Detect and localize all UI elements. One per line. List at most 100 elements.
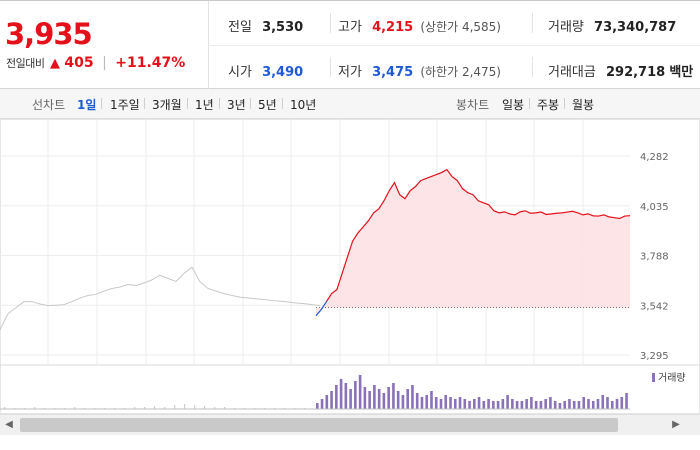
volume-bar xyxy=(596,399,600,409)
column-divider xyxy=(532,13,533,33)
volume-bar xyxy=(549,397,552,409)
period-5year-button[interactable]: 5년 xyxy=(258,98,277,112)
high-cell: 고가 4,215 (상한가 4,585) xyxy=(338,16,501,35)
volume-bar xyxy=(553,401,557,409)
line-chart-title: 선차트 xyxy=(32,98,66,112)
toolbar-separator xyxy=(219,98,220,109)
y-tick-label: 4,035 xyxy=(640,202,669,213)
volume-bar xyxy=(601,395,605,409)
volume-bar xyxy=(620,397,624,409)
volume-bar xyxy=(368,391,371,409)
volume-bar xyxy=(525,399,528,409)
volume-bar xyxy=(415,393,419,409)
volume-bar xyxy=(520,401,524,409)
toolbar-separator xyxy=(282,98,283,109)
price-line-up-segment xyxy=(325,168,631,302)
volume-bar xyxy=(406,389,409,409)
volume-bar xyxy=(463,399,467,409)
volume-bar xyxy=(316,403,319,409)
intraday-price-chart: 4,282 4,035 3,788 3,542 3,295 거래량 xyxy=(0,119,700,414)
toolbar-separator xyxy=(564,98,565,109)
volume-bar xyxy=(449,397,452,409)
low-value: 3,475 xyxy=(372,65,414,80)
volume-bar xyxy=(568,399,571,409)
chart-scrollbar[interactable]: ◀ ▶ xyxy=(0,414,700,435)
current-price-box: 3,935 전일대비 ▲ 405 | +11.47% xyxy=(0,1,209,89)
volume-bar xyxy=(396,391,400,409)
prev-close-label: 전일 xyxy=(228,20,252,35)
y-tick-label: 4,282 xyxy=(640,152,669,163)
scroll-thumb[interactable] xyxy=(20,418,618,432)
upper-limit-note: (상한가 4,585) xyxy=(420,20,501,34)
volume-bar xyxy=(572,401,576,409)
high-label: 고가 xyxy=(338,20,362,35)
volume-bar-prev xyxy=(34,407,36,409)
y-tick-label: 3,295 xyxy=(640,351,669,362)
trade-amount-label: 거래대금 xyxy=(548,65,596,80)
y-tick-label: 3,788 xyxy=(640,252,669,263)
scroll-left-icon[interactable]: ◀ xyxy=(5,419,13,430)
period-3month-button[interactable]: 3개월 xyxy=(152,98,182,112)
volume-bar xyxy=(444,395,448,409)
volume-bar xyxy=(453,399,457,409)
volume-bar xyxy=(330,391,333,409)
volume-cell: 거래량 73,340,787 xyxy=(548,16,676,35)
quote-summary: 3,935 전일대비 ▲ 405 | +11.47% 전일 3,530 시가 3… xyxy=(0,0,700,89)
open-label: 시가 xyxy=(228,65,252,80)
open-value: 3,490 xyxy=(262,65,304,80)
trade-amount-cell: 거래대금 292,718 백만 xyxy=(548,61,693,80)
prev-day-price-line xyxy=(0,266,321,331)
volume-bar xyxy=(539,401,543,409)
volume-bar xyxy=(487,399,490,409)
open-cell: 시가 3,490 xyxy=(228,61,303,80)
volume-bar xyxy=(344,383,348,409)
up-arrow-icon: ▲ xyxy=(49,56,60,71)
toolbar-separator xyxy=(529,98,530,109)
volume-bar xyxy=(339,379,343,409)
volume-bar xyxy=(377,389,381,409)
period-3year-button[interactable]: 3년 xyxy=(227,98,246,112)
candle-monthly-button[interactable]: 월봉 xyxy=(572,98,595,112)
volume-bar xyxy=(387,387,390,409)
candle-weekly-button[interactable]: 주봉 xyxy=(537,98,560,112)
volume-bar xyxy=(530,397,533,409)
candle-chart-title: 봉차트 xyxy=(456,98,490,112)
y-tick-label: 3,542 xyxy=(640,301,669,312)
period-10year-button[interactable]: 10년 xyxy=(290,98,317,112)
volume-legend-label: 거래량 xyxy=(658,372,686,384)
volume-bar xyxy=(501,399,505,409)
volume-bar xyxy=(615,399,619,409)
volume-bar xyxy=(625,393,628,409)
volume-bar-prev xyxy=(224,407,226,409)
volume-bar xyxy=(610,401,614,409)
volume-bar xyxy=(563,401,566,409)
volume-bar xyxy=(335,385,338,409)
scroll-right-icon[interactable]: ▶ xyxy=(672,419,680,430)
volume-bar xyxy=(492,401,495,409)
toolbar-separator xyxy=(101,98,102,109)
volume-bar xyxy=(358,375,362,409)
period-1week-button[interactable]: 1주일 xyxy=(110,98,140,112)
period-1day-button[interactable]: 1일 xyxy=(77,98,97,112)
period-1year-button[interactable]: 1년 xyxy=(195,98,214,112)
candle-daily-button[interactable]: 일봉 xyxy=(502,98,525,112)
volume-bar xyxy=(354,381,357,409)
change-value: 405 xyxy=(64,55,94,71)
volume-bar xyxy=(401,395,405,409)
volume-bar xyxy=(591,401,595,409)
volume-bar xyxy=(534,401,538,409)
lower-limit-note: (하한가 2,475) xyxy=(420,65,501,79)
prev-close-value: 3,530 xyxy=(262,20,304,35)
trade-amount-unit: 백만 xyxy=(669,65,694,80)
current-price: 3,935 xyxy=(5,17,93,51)
volume-bar-prev xyxy=(184,404,186,409)
volume-bar-prev xyxy=(164,407,166,409)
volume-bar-prev xyxy=(144,407,146,409)
toolbar-separator xyxy=(250,98,251,109)
volume-bar xyxy=(473,399,476,409)
volume-bar xyxy=(349,389,352,409)
toolbar-separator xyxy=(144,98,145,109)
volume-bar xyxy=(392,383,395,409)
change-rate: +11.47% xyxy=(115,55,186,71)
